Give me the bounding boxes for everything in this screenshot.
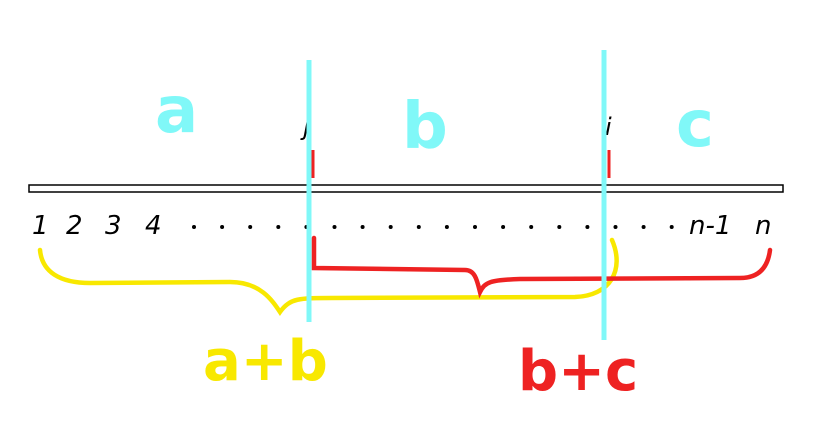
brace-b-plus-c [311,235,773,299]
ellipsis-dot [192,225,196,229]
segment-b-label: b [402,90,448,164]
segment-a-label: a [155,74,198,148]
index-1: 1 [32,211,49,241]
marker-i-label: i [605,113,612,141]
segment-c-label: c [676,88,714,162]
index-n-minus-1: n-1 [689,211,731,241]
ellipsis-dot [416,225,421,229]
brace-a-plus-b [37,237,619,316]
ellipsis-dot [585,225,590,229]
ellipsis-dot [473,225,477,229]
sum-b-plus-c: b+c [518,339,638,404]
ellipsis-dots [192,225,674,229]
ellipsis-dot [220,225,225,229]
array-bar [28,184,784,193]
index-3: 3 [105,211,122,241]
index-4: 4 [145,211,162,241]
ellipsis-dot [276,225,281,229]
ellipsis-dot [332,225,337,229]
sum-a-plus-b: a+b [203,329,328,394]
ellipsis-dot [669,225,674,229]
ellipsis-dot [360,225,365,229]
marker-j-label: j [300,113,310,141]
ellipsis-dot [613,225,618,229]
ellipsis-dot [248,225,253,229]
ellipsis-dot [388,225,393,229]
ellipsis-dot [529,225,534,229]
ellipsis-dot [641,225,646,229]
index-n: n [755,211,771,241]
index-2: 2 [66,211,83,241]
ellipsis-dot [557,225,562,229]
ellipsis-dot [501,225,506,229]
ellipsis-dot [444,225,449,229]
